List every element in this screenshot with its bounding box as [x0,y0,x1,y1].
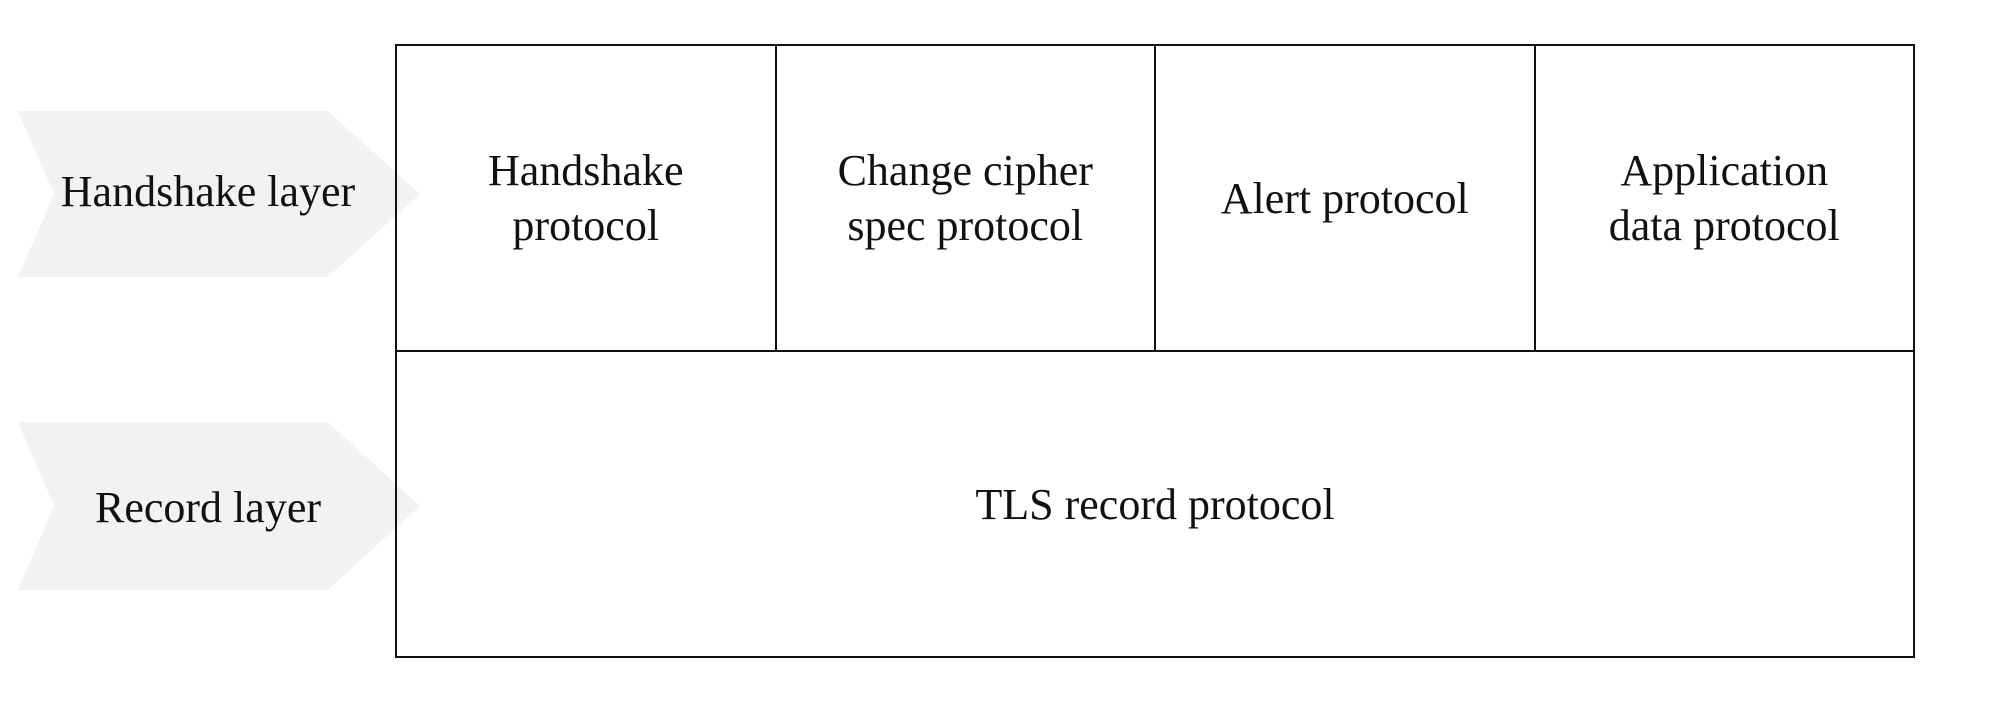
handshake-protocol-box: Handshake protocol [397,46,777,350]
alert-protocol-label: Alert protocol [1220,173,1469,223]
change-cipher-spec-line-1: Change cipher [837,146,1093,195]
record-layer-label: Record layer [95,483,321,532]
change-cipher-spec-line-2: spec protocol [847,201,1084,250]
alert-protocol-box: Alert protocol [1156,46,1536,350]
tls-protocol-stack: Handshake protocol Change cipher spec pr… [395,44,1915,658]
tls-record-protocol-box: TLS record protocol [397,352,1913,656]
application-data-line-2: data protocol [1608,201,1840,250]
tls-record-protocol-label: TLS record protocol [975,479,1335,529]
handshake-layer-chevron [18,111,420,277]
handshake-protocol-line-1: Handshake [488,146,684,195]
handshake-protocol-line-2: protocol [512,201,660,250]
application-data-protocol-box: Application data protocol [1536,46,1914,350]
record-layer-chevron [18,422,420,590]
change-cipher-spec-protocol-box: Change cipher spec protocol [777,46,1156,350]
handshake-layer-label: Handshake layer [60,167,356,216]
handshake-layer-row: Handshake protocol Change cipher spec pr… [397,46,1913,352]
application-data-line-1: Application [1620,146,1829,195]
